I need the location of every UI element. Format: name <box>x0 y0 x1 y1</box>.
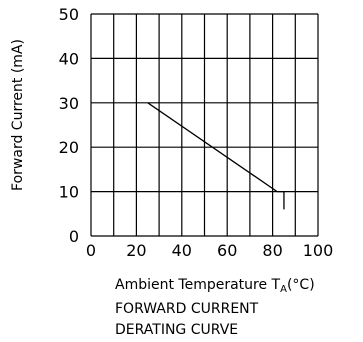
x-axis-label: Ambient Temperature TA(°C) <box>115 277 315 295</box>
y-tick-label-50: 50 <box>59 5 79 24</box>
y-tick-label-30: 30 <box>59 94 79 113</box>
x-tick-label-60: 60 <box>217 241 237 260</box>
x-axis-label-subscript: A <box>280 284 287 295</box>
chart-caption-line-2: DERATING CURVE <box>115 322 238 338</box>
y-tick-label-40: 40 <box>59 49 79 68</box>
x-tick-label-40: 40 <box>172 241 192 260</box>
y-tick-label-20: 20 <box>59 138 79 157</box>
x-tick-label-0: 0 <box>86 241 96 260</box>
x-tick-label-20: 20 <box>126 241 146 260</box>
y-tick-label-10: 10 <box>59 183 79 202</box>
x-tick-label-80: 80 <box>262 241 282 260</box>
x-axis-label-unit: (°C) <box>287 277 315 293</box>
chart-caption-line-1: FORWARD CURRENT <box>115 301 259 317</box>
y-axis-label: Forward Current (mA) <box>10 39 26 191</box>
chart-series <box>147 102 285 210</box>
x-tick-labels: 0 20 40 60 80 100 <box>86 241 333 260</box>
series-line-0 <box>147 102 285 210</box>
y-tick-label-0: 0 <box>69 227 79 246</box>
y-tick-labels: 0 10 20 30 40 50 <box>59 5 79 246</box>
x-axis-label-main: Ambient Temperature T <box>115 277 281 293</box>
x-tick-label-100: 100 <box>303 241 334 260</box>
